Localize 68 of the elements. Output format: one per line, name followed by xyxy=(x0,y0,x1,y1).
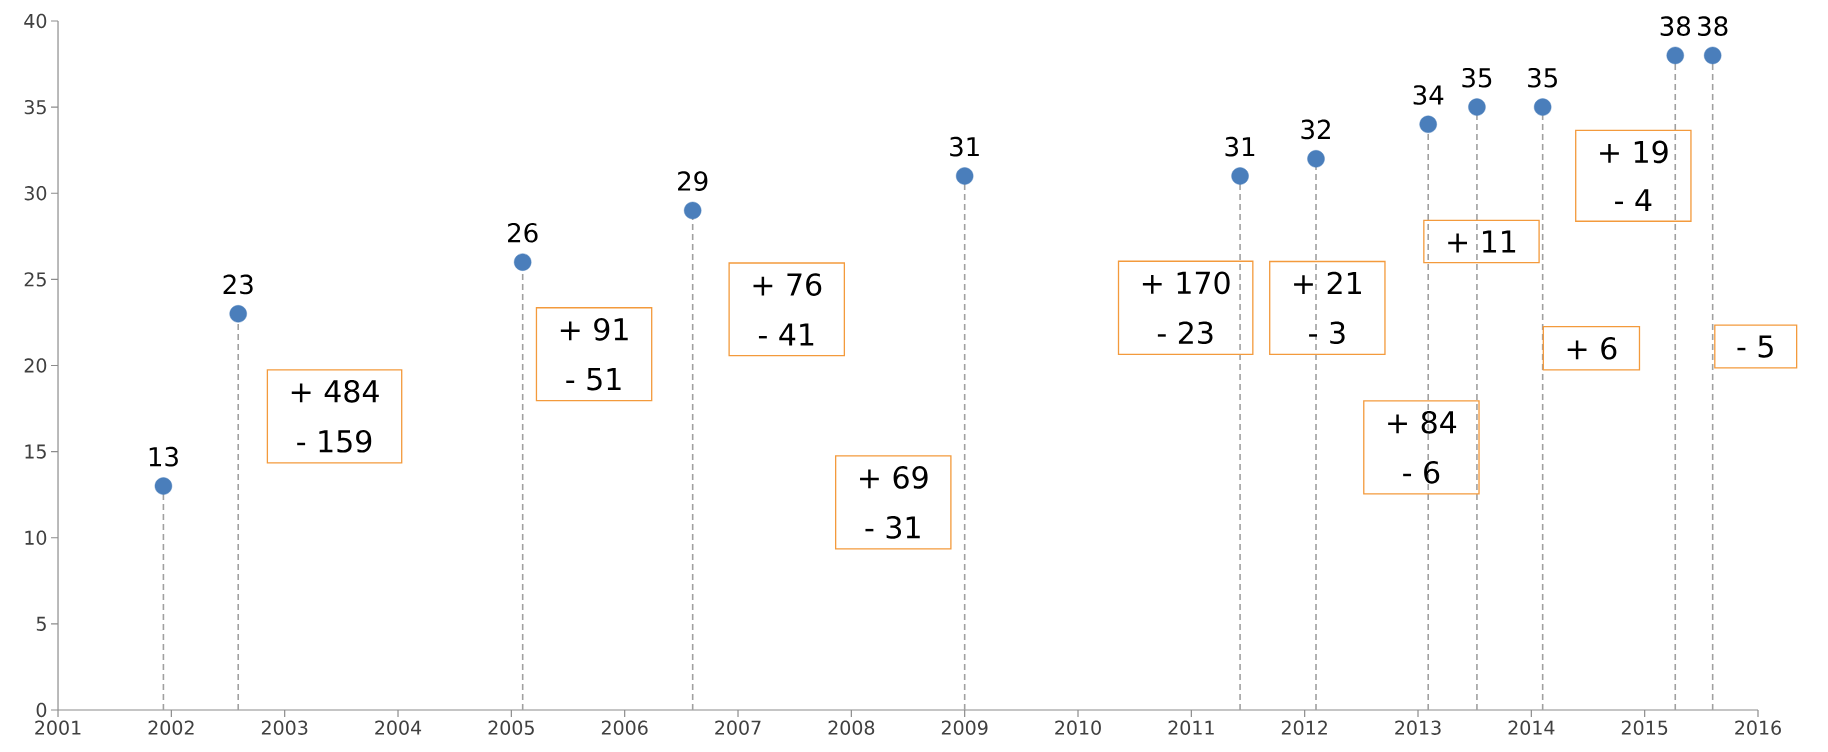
x-tick-label: 2006 xyxy=(601,720,648,735)
annotation: - 23 xyxy=(1157,321,1213,345)
annotation: - 51 xyxy=(566,368,621,391)
point xyxy=(513,253,532,271)
point xyxy=(1307,150,1325,168)
y-tick-label: 40 xyxy=(24,13,47,29)
point xyxy=(154,477,173,495)
annotation: + 76 xyxy=(753,273,822,296)
annotation: + 84 xyxy=(1388,410,1457,434)
annotation: + 6 xyxy=(1567,336,1617,360)
point xyxy=(955,167,974,185)
data-label: 26 xyxy=(508,222,538,243)
point xyxy=(229,305,247,323)
annotation: - 3 xyxy=(1309,321,1345,345)
data-label: 38 xyxy=(1660,16,1691,36)
annotation: + 69 xyxy=(860,466,928,489)
x-tick-label: 2016 xyxy=(1735,720,1781,735)
point xyxy=(1703,46,1722,65)
annotation: + 11 xyxy=(1448,230,1516,253)
data-label: 38 xyxy=(1698,16,1728,36)
x-tick-label: 2008 xyxy=(828,720,875,735)
x-tick-label: 2015 xyxy=(1621,720,1668,735)
x-tick-label: 2003 xyxy=(261,720,308,735)
data-label: 35 xyxy=(1528,67,1557,88)
data-label: 34 xyxy=(1413,85,1444,105)
x-tick-label: 2004 xyxy=(375,720,422,735)
y-tick-label: 10 xyxy=(25,530,47,545)
x-tick-label: 2013 xyxy=(1395,720,1441,735)
x-tick-label: 2002 xyxy=(148,720,194,735)
x-tick-label: 2011 xyxy=(1168,720,1214,735)
point xyxy=(1533,98,1552,116)
annotation: - 5 xyxy=(1737,335,1773,358)
point xyxy=(1419,115,1437,134)
x-tick-label: 2010 xyxy=(1055,720,1101,735)
x-tick-label: 2001 xyxy=(35,720,81,735)
point xyxy=(1468,98,1486,116)
y-tick-label: 5 xyxy=(36,616,46,631)
data-label: 35 xyxy=(1462,67,1492,88)
data-label: 31 xyxy=(1225,136,1255,157)
data-label: 32 xyxy=(1301,119,1330,140)
point xyxy=(683,201,702,220)
annotation: - 159 xyxy=(297,429,372,453)
x-tick-label: 2005 xyxy=(488,720,534,735)
x-tick-label: 2014 xyxy=(1508,720,1555,735)
annotation: - 41 xyxy=(758,323,814,346)
y-tick-label: 30 xyxy=(24,186,47,201)
data-label: 13 xyxy=(149,446,178,467)
y-tick-label: 15 xyxy=(25,444,46,459)
annotation: - 31 xyxy=(865,516,920,539)
y-tick-label: 20 xyxy=(24,358,47,373)
annotation: - 4 xyxy=(1615,189,1652,212)
data-label: 31 xyxy=(950,136,979,157)
y-tick-label: 25 xyxy=(24,272,46,287)
data-label: 23 xyxy=(223,274,253,295)
x-tick-label: 2007 xyxy=(715,720,761,735)
x-tick-label: 2012 xyxy=(1281,720,1327,735)
point xyxy=(1666,46,1684,65)
annotation: - 6 xyxy=(1403,460,1440,484)
annotation: + 170 xyxy=(1142,271,1230,295)
data-label: 29 xyxy=(678,171,708,191)
y-tick-label: 0 xyxy=(36,702,47,718)
x-tick-label: 2009 xyxy=(941,720,988,735)
annotation: + 91 xyxy=(560,317,628,341)
annotation: + 21 xyxy=(1294,271,1361,294)
annotation: + 484 xyxy=(291,379,379,403)
y-tick-label: 35 xyxy=(24,99,46,115)
point xyxy=(1231,167,1249,185)
annotation: + 19 xyxy=(1600,140,1668,164)
